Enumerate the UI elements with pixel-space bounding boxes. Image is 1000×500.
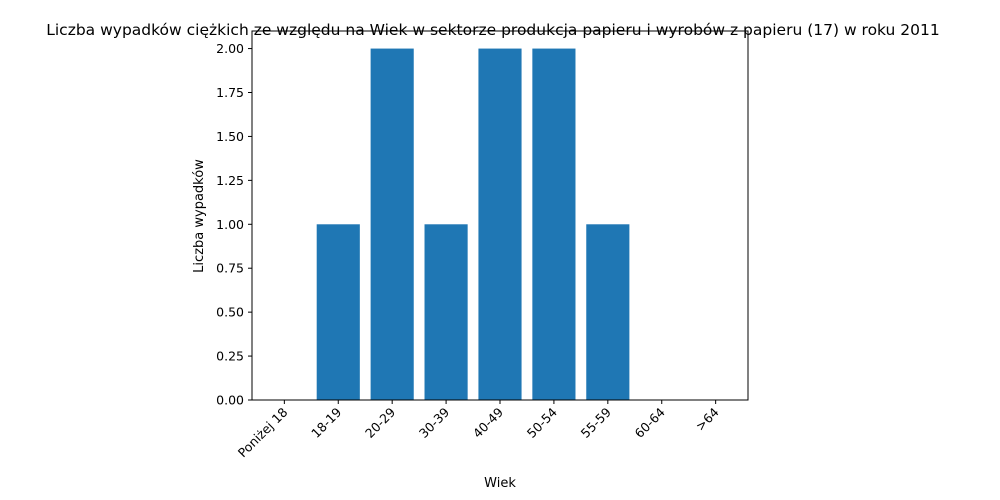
bar-2 — [370, 48, 414, 400]
x-tick-label: 60-64 — [632, 404, 668, 440]
y-tick-label: 0.25 — [216, 349, 244, 364]
y-tick-label: 1.00 — [216, 217, 244, 232]
x-axis: Poniżej 18 18-19 20-29 30-39 40-49 50-54 55-59… — [235, 400, 722, 460]
bar-1 — [316, 224, 360, 400]
x-tick-label: 20-29 — [362, 404, 398, 440]
y-tick-label: 1.50 — [216, 129, 244, 144]
bars-layer — [316, 48, 630, 400]
bar-4 — [478, 48, 522, 400]
chart-title: Liczba wypadków ciężkich ze względu na W… — [46, 21, 940, 39]
bar-3 — [424, 224, 468, 400]
x-tick-label: >64 — [693, 404, 722, 433]
y-tick-label: 1.25 — [216, 173, 244, 188]
x-tick-label: 30-39 — [416, 404, 452, 440]
bar-5 — [532, 48, 576, 400]
y-axis: 0.00 0.25 0.50 0.75 1.00 1.25 1.50 1.75 2.00 — [216, 41, 252, 408]
x-tick-label: 55-59 — [578, 404, 614, 440]
y-tick-label: 0.50 — [216, 305, 244, 320]
bar-6 — [586, 224, 630, 400]
x-tick-label: 18-19 — [308, 404, 344, 440]
x-tick-label: 50-54 — [524, 404, 560, 440]
y-tick-label: 0.00 — [216, 393, 244, 408]
x-axis-label: Wiek — [484, 476, 516, 491]
y-axis-label: Liczba wypadków — [192, 159, 207, 273]
x-tick-label: 40-49 — [470, 404, 506, 440]
x-tick-label: Poniżej 18 — [235, 404, 291, 460]
y-tick-label: 2.00 — [216, 41, 244, 56]
y-tick-label: 1.75 — [216, 85, 244, 100]
y-tick-label: 0.75 — [216, 261, 244, 276]
